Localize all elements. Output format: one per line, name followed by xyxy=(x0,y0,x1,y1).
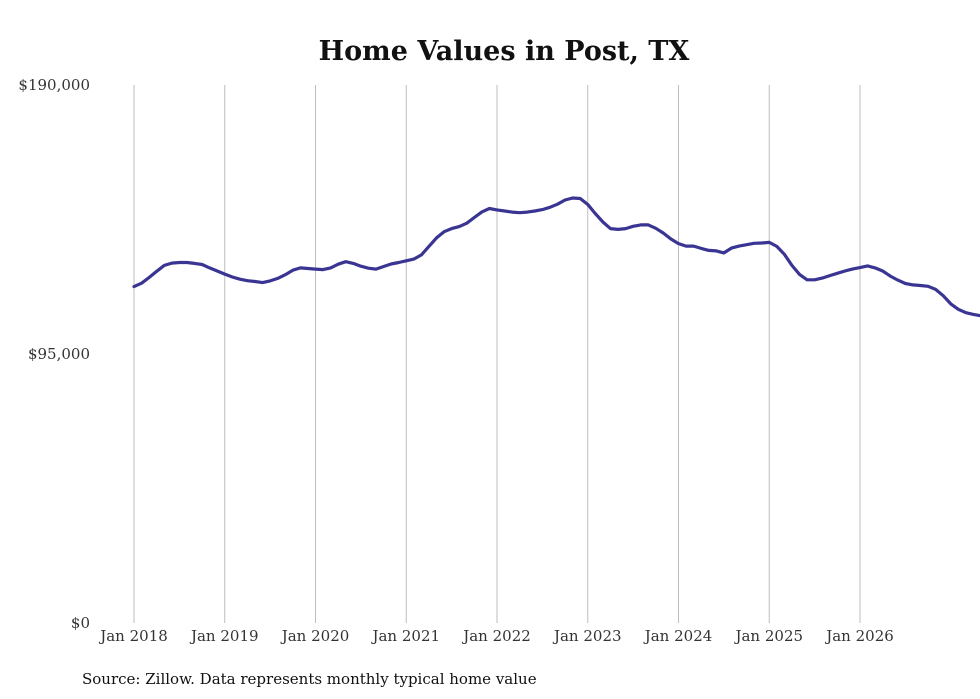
series-line xyxy=(132,196,980,318)
x-tick-label: Jan 2023 xyxy=(552,627,622,645)
series-layer: $116,577 xyxy=(132,196,980,318)
x-tick-label: Jan 2026 xyxy=(824,627,894,645)
x-tick-label: Jan 2020 xyxy=(280,627,350,645)
y-tick-label: $190,000 xyxy=(18,76,90,94)
y-tick-label: $0 xyxy=(71,614,90,632)
source-note: Source: Zillow. Data represents monthly … xyxy=(82,670,537,688)
x-tick-label: Jan 2018 xyxy=(98,627,168,645)
x-tick-label: Jan 2022 xyxy=(461,627,531,645)
x-axis-ticks: Jan 2018 Jan 2019 Jan 2020 Jan 2021 Jan 2022… xyxy=(98,627,894,645)
x-tick-label: Jan 2025 xyxy=(733,627,803,645)
grid-lines xyxy=(133,85,861,623)
x-tick-label: Jan 2024 xyxy=(643,627,713,645)
y-axis-ticks: $0 $95,000 $190,000 xyxy=(18,76,90,632)
y-tick-label: $95,000 xyxy=(28,345,90,363)
x-tick-label: Jan 2019 xyxy=(189,627,259,645)
x-tick-label: Jan 2021 xyxy=(370,627,440,645)
chart-title: Home Values in Post, TX xyxy=(319,36,690,67)
